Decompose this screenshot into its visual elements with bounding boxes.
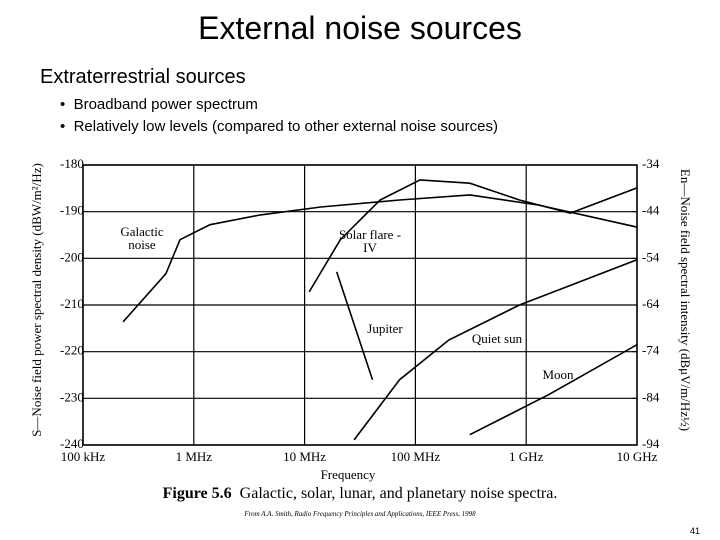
series-line [469, 344, 638, 436]
page-number: 41 [690, 526, 701, 536]
series-label: Jupiter [367, 321, 403, 336]
series-line [308, 179, 638, 293]
series-line [335, 271, 374, 380]
y-tick-label: -230 [60, 389, 84, 404]
figure-label: Figure 5.6 [162, 485, 232, 502]
bullet-text: Broadband power spectrum [73, 96, 258, 113]
y2-tick-label: -74 [642, 343, 660, 358]
caption-text: Galactic, solar, lunar, and planetary no… [239, 485, 558, 502]
series-line [353, 258, 638, 441]
y-axis-title: S—Noise field power spectral density (dB… [29, 163, 44, 437]
y2-axis-title: En—Noise field spectral intensity (dBμV/… [678, 169, 693, 431]
y2-tick-label: -84 [642, 389, 660, 404]
bullet: • Broadband power spectrum [60, 96, 258, 113]
y-tick-label: -190 [60, 203, 84, 218]
slide-title: External noise sources [198, 10, 522, 46]
x-tick-label: 1 GHz [509, 449, 544, 464]
series-label: Moon [542, 367, 574, 382]
x-axis-title: Frequency [321, 467, 376, 482]
y2-tick-label: -34 [642, 156, 660, 171]
x-tick-label: 100 MHz [391, 449, 441, 464]
x-tick-label: 10 MHz [283, 449, 326, 464]
y2-tick-label: -64 [642, 296, 660, 311]
y2-tick-label: -94 [642, 436, 660, 451]
bullet-text: Relatively low levels (compared to other… [73, 118, 498, 135]
series-label: Galactic noise [120, 224, 164, 252]
series-line [122, 194, 638, 323]
y-tick-label: -240 [60, 436, 84, 451]
series-label: Solar flare - IV [338, 227, 402, 255]
y2-tick-label: -54 [642, 249, 660, 264]
x-tick-label: 100 kHz [61, 449, 106, 464]
source: From A.A. Smith, Radio Frequency Princip… [244, 510, 476, 518]
y-tick-label: -200 [60, 249, 84, 264]
y2-tick-label: -44 [642, 203, 660, 218]
subtitle: Extraterrestrial sources [40, 66, 246, 88]
series-label: Quiet sun [471, 331, 523, 346]
bullet: • Relatively low levels (compared to oth… [60, 118, 498, 135]
figure-caption: Figure 5.6 Galactic, solar, lunar, and p… [0, 485, 720, 503]
y-tick-label: -220 [60, 343, 84, 358]
x-tick-label: 1 MHz [176, 449, 213, 464]
y-tick-label: -210 [60, 296, 84, 311]
x-tick-label: 10 GHz [617, 449, 658, 464]
y-tick-label: -180 [60, 156, 84, 171]
